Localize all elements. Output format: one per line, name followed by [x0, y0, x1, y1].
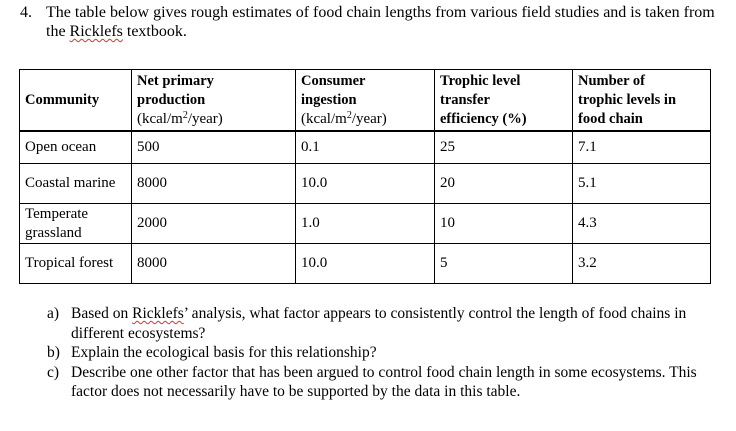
- header-label: Trophic level: [440, 72, 521, 89]
- food-chain-table: Community Net primary production (kcal/m…: [19, 69, 711, 284]
- question-number: 4.: [20, 4, 32, 21]
- cell-consumer: 0.1: [295, 130, 435, 164]
- header-trophic-levels: Number of trophic levels in food chain: [572, 69, 711, 132]
- unit-superscript: 2: [182, 109, 188, 121]
- header-transfer-efficiency: Trophic level transfer efficiency (%): [434, 69, 573, 132]
- cell-community: Open ocean: [19, 130, 132, 164]
- unit-text: (kcal/m: [137, 110, 183, 127]
- table-row: Temperate grassland 2000 1.0 10 4.3: [19, 203, 711, 244]
- question-text: The table below gives rough estimates of…: [46, 3, 726, 41]
- header-label: ingestion: [301, 91, 357, 108]
- cell-efficiency: 10: [434, 203, 573, 244]
- unit-text: /year): [351, 110, 387, 127]
- cell-efficiency: 25: [434, 130, 573, 164]
- header-label: efficiency (%): [440, 110, 527, 127]
- header-label: production: [137, 91, 206, 108]
- subquestion-text: Based on: [71, 305, 133, 322]
- cell-npp: 8000: [131, 243, 296, 284]
- cell-levels: 3.2: [572, 243, 711, 284]
- header-label: food chain: [578, 110, 643, 127]
- header-label: Community: [25, 91, 100, 108]
- subquestion-a: a) Based on Ricklefs’ analysis, what fac…: [47, 304, 717, 343]
- cell-levels: 7.1: [572, 130, 711, 164]
- spellcheck-flagged-word: Ricklefs: [69, 23, 123, 40]
- subquestion-text: Describe one other factor that has been …: [71, 363, 697, 401]
- cell-consumer: 1.0: [295, 203, 435, 244]
- question-text-part: textbook.: [122, 23, 187, 40]
- header-label: trophic levels in: [578, 91, 677, 108]
- cell-consumer: 10.0: [295, 243, 435, 284]
- unit-text: /year): [187, 110, 223, 127]
- table-row: Open ocean 500 0.1 25 7.1: [19, 130, 711, 164]
- spellcheck-flagged-word: Ricklefs: [132, 305, 184, 322]
- subquestion-b: b) Explain the ecological basis for this…: [47, 343, 717, 363]
- subquestion-text: Explain the ecological basis for this re…: [71, 344, 377, 361]
- cell-npp: 2000: [131, 203, 296, 244]
- subquestion-c: c) Describe one other factor that has be…: [47, 363, 717, 402]
- unit-text: (kcal/m: [301, 110, 347, 127]
- header-unit: (kcal/m2/year): [137, 110, 290, 129]
- table-row: Coastal marine 8000 10.0 20 5.1: [19, 163, 711, 204]
- cell-community: Coastal marine: [19, 163, 132, 204]
- subquestion-list: a) Based on Ricklefs’ analysis, what fac…: [47, 304, 717, 402]
- header-label: Consumer: [301, 72, 366, 89]
- table-row: Tropical forest 8000 10.0 5 3.2: [19, 243, 711, 284]
- header-consumer-ingestion: Consumer ingestion (kcal/m2/year): [295, 69, 435, 132]
- unit-superscript: 2: [346, 109, 352, 121]
- cell-efficiency: 5: [434, 243, 573, 284]
- subquestion-label: b): [47, 344, 60, 361]
- subquestion-label: a): [47, 305, 60, 322]
- question-text-part: The table below gives rough estimates of…: [46, 4, 715, 40]
- cell-npp: 500: [131, 130, 296, 164]
- header-npp: Net primary production (kcal/m2/year): [131, 69, 296, 132]
- header-label: transfer: [440, 91, 490, 108]
- header-unit: (kcal/m2/year): [301, 110, 429, 129]
- cell-community: Temperate grassland: [19, 203, 132, 244]
- subquestion-label: c): [47, 363, 60, 381]
- header-label: Number of: [578, 72, 645, 89]
- cell-consumer: 10.0: [295, 163, 435, 204]
- header-label: Net primary: [137, 72, 214, 89]
- cell-community: Tropical forest: [19, 243, 132, 284]
- subquestion-text: ’ analysis, what factor appears to consi…: [71, 305, 687, 342]
- table-header-row: Community Net primary production (kcal/m…: [19, 69, 711, 132]
- cell-efficiency: 20: [434, 163, 573, 204]
- cell-npp: 8000: [131, 163, 296, 204]
- header-community: Community: [19, 69, 132, 132]
- cell-levels: 5.1: [572, 163, 711, 204]
- cell-levels: 4.3: [572, 203, 711, 244]
